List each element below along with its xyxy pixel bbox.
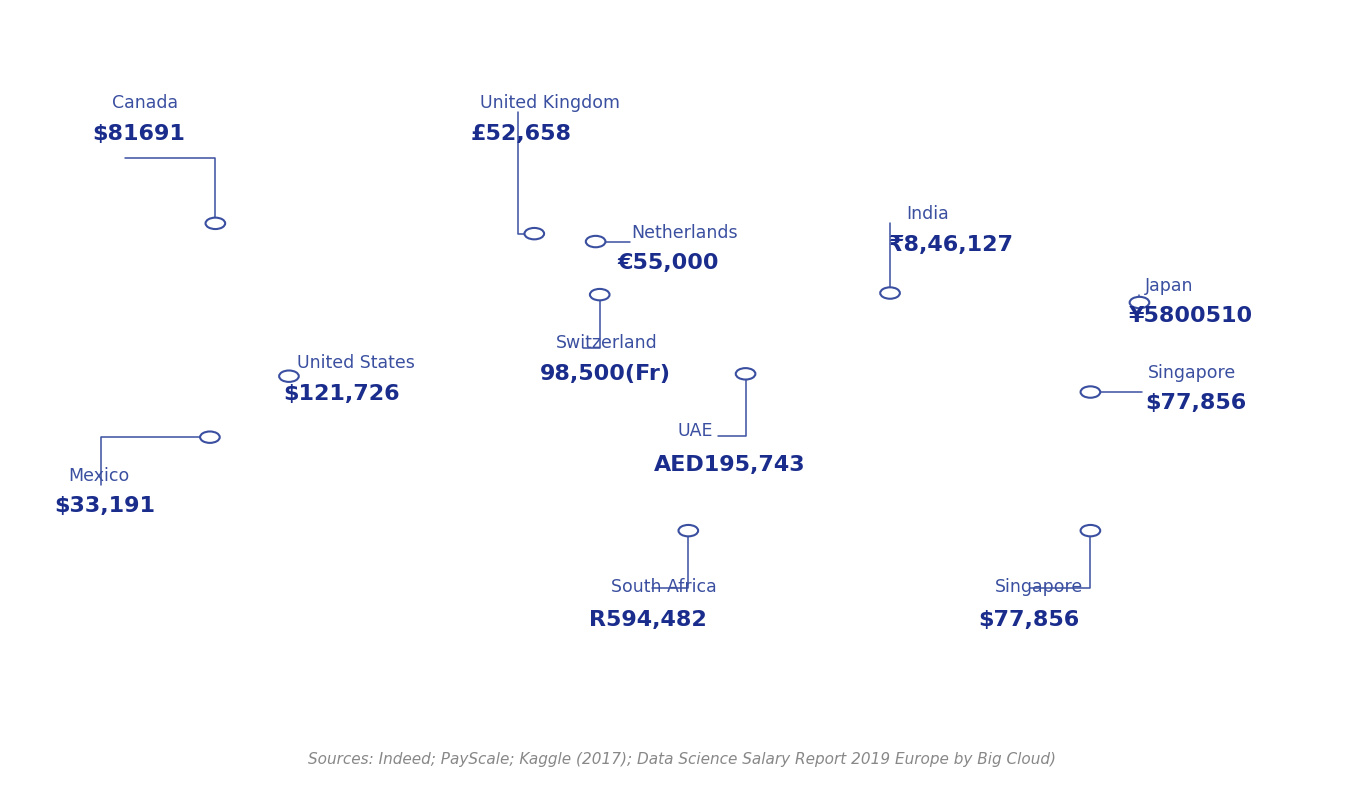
Text: 98,500(Fr): 98,500(Fr) <box>540 364 671 384</box>
Text: Japan: Japan <box>1145 276 1194 295</box>
Text: India: India <box>906 205 949 223</box>
Text: United Kingdom: United Kingdom <box>480 94 620 112</box>
Text: United States: United States <box>297 354 414 372</box>
Text: South Africa: South Africa <box>611 577 717 596</box>
Text: ₹8,46,127: ₹8,46,127 <box>889 235 1014 255</box>
Text: Netherlands: Netherlands <box>631 223 737 242</box>
Text: Switzerland: Switzerland <box>556 334 658 352</box>
Text: R594,482: R594,482 <box>589 610 706 630</box>
Text: Singapore: Singapore <box>995 577 1084 596</box>
Text: Sources: Indeed; PayScale; Kaggle (2017); Data Science Salary Report 2019 Europe: Sources: Indeed; PayScale; Kaggle (2017)… <box>308 752 1055 767</box>
Text: $81691: $81691 <box>93 124 185 144</box>
Text: ¥5800510: ¥5800510 <box>1129 307 1253 326</box>
Text: Mexico: Mexico <box>68 466 129 485</box>
Text: Singapore: Singapore <box>1148 364 1236 382</box>
Text: $33,191: $33,191 <box>55 497 155 516</box>
Text: $77,856: $77,856 <box>979 610 1079 630</box>
Text: $121,726: $121,726 <box>284 384 401 404</box>
Text: Canada: Canada <box>112 94 179 112</box>
Text: $77,856: $77,856 <box>1145 394 1246 413</box>
Text: AED195,743: AED195,743 <box>654 455 806 475</box>
Text: €55,000: €55,000 <box>617 253 718 273</box>
Text: UAE: UAE <box>677 421 713 440</box>
Text: £52,658: £52,658 <box>470 124 571 144</box>
